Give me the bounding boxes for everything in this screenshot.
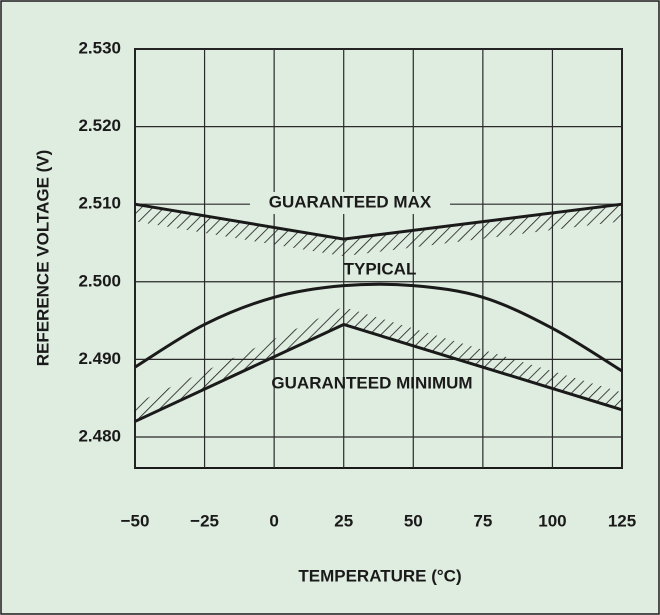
hatch-band xyxy=(133,205,623,257)
series-line xyxy=(134,282,623,373)
y-tick-label: 2.520 xyxy=(78,116,121,135)
label-backdrop xyxy=(250,192,450,214)
x-axis-title: TEMPERATURE (°C) xyxy=(298,566,461,585)
x-tick-label: 75 xyxy=(473,511,492,530)
y-tick-label: 2.500 xyxy=(78,271,121,290)
x-tick-label: 125 xyxy=(608,511,636,530)
series-line xyxy=(134,202,623,241)
y-tick-label: 2.530 xyxy=(78,38,121,57)
hatch-band xyxy=(131,306,625,420)
series-label: GUARANTEED MINIMUM xyxy=(271,373,472,392)
x-tick-label: 0 xyxy=(269,511,278,530)
x-tick-label: 100 xyxy=(538,511,566,530)
series-label: GUARANTEED MAX xyxy=(269,192,432,211)
y-tick-label: 2.480 xyxy=(78,426,121,445)
x-tick-label: −50 xyxy=(121,511,150,530)
x-tick-label: 25 xyxy=(334,511,353,530)
series-label: TYPICAL xyxy=(344,259,417,278)
x-tick-label: −25 xyxy=(190,511,219,530)
y-tick-label: 2.490 xyxy=(78,349,121,368)
y-axis-title: REFERENCE VOLTAGE (V) xyxy=(33,150,52,367)
series-line xyxy=(134,322,623,423)
y-tick-label: 2.510 xyxy=(78,194,121,213)
x-tick-label: 50 xyxy=(404,511,423,530)
